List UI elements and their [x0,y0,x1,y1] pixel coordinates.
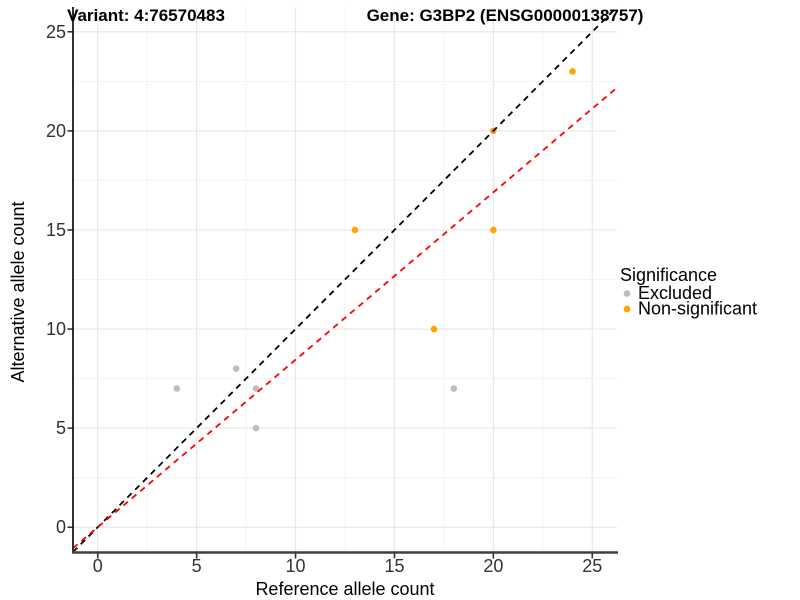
data-point-excluded [252,424,260,432]
legend-label-non-significant: Non-significant [638,299,757,319]
x-tick-label: 10 [286,556,306,576]
y-tick-label: 25 [46,22,66,42]
x-tick-label: 15 [384,556,404,576]
legend-label-excluded: Excluded [638,283,712,303]
tick-layer: 0 5 10 15 20 25 0 5 10 15 20 25 [46,22,602,576]
legend-swatch-non-significant [623,305,631,313]
grid-minor-layer [73,7,617,552]
x-tick-label: 20 [483,556,503,576]
data-point-excluded [232,365,240,372]
data-point-non-significant [490,226,497,234]
x-tick-label: 25 [582,556,602,576]
legend: Significance Excluded Non-significant [620,265,757,319]
identity-line [72,6,618,553]
legend-swatch-excluded [623,290,631,297]
y-tick-label: 5 [56,418,66,438]
x-tick-label: 5 [192,556,202,576]
x-tick-label: 0 [93,556,103,576]
grid-major-layer [73,7,617,552]
data-point-non-significant [569,68,576,75]
y-axis-label: Alternative allele count [8,201,28,382]
point-layer [173,68,576,432]
y-tick-label: 10 [46,319,66,339]
data-point-excluded [173,385,181,392]
data-point-non-significant [351,226,359,234]
data-point-excluded [252,385,260,392]
plot-title-variant: Variant: 4:76570483 [67,6,225,25]
data-point-excluded [450,385,458,392]
fitted-ratio-line [72,86,618,549]
legend-title: Significance [620,265,717,285]
plot-title-gene: Gene: G3BP2 (ENSG00000138757) [367,6,644,25]
y-tick-label: 15 [46,220,66,240]
y-tick-label: 20 [46,121,66,141]
refline-layer [72,6,618,553]
data-point-non-significant [430,325,438,333]
x-axis-label: Reference allele count [255,579,434,599]
y-tick-label: 0 [56,517,66,537]
